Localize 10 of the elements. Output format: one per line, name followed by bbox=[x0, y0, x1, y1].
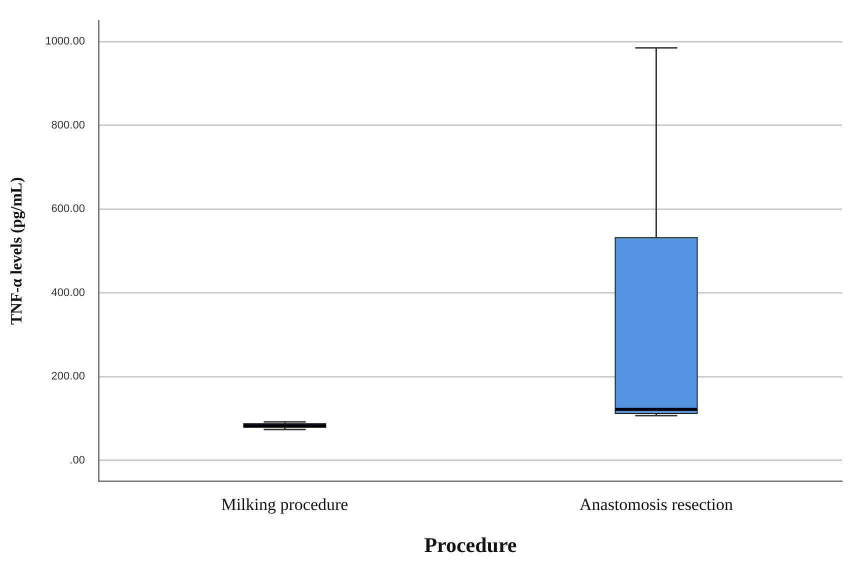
x-axis-title: Procedure bbox=[424, 532, 517, 557]
y-tick-label: 200.00 bbox=[51, 370, 85, 383]
x-tick-label: Anastomosis resection bbox=[580, 495, 734, 514]
y-tick-label: 1000.00 bbox=[45, 36, 85, 48]
x-tick-label: Milking procedure bbox=[221, 495, 348, 514]
y-tick-label: 400.00 bbox=[51, 286, 85, 299]
y-tick-label: 600.00 bbox=[51, 203, 85, 216]
y-axis-title: TNF-α levels (pg/mL) bbox=[8, 177, 26, 325]
y-tick-label: .00 bbox=[70, 454, 85, 466]
y-tick-label: 800.00 bbox=[51, 119, 85, 132]
